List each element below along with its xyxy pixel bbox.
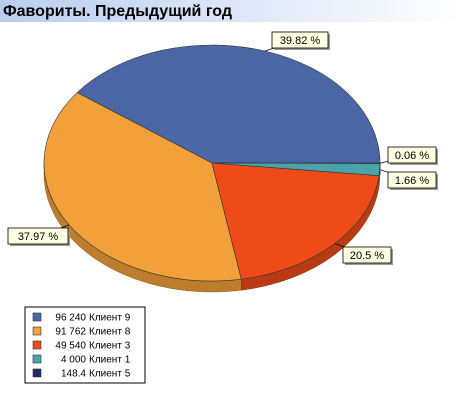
legend-value: 96 240 — [55, 313, 86, 324]
percent-label: 39.82 % — [280, 35, 321, 47]
percent-label: 37.97 % — [18, 231, 59, 243]
percent-label: 0.06 % — [395, 150, 429, 162]
percent-label: 1.66 % — [395, 175, 429, 187]
legend-swatch — [33, 341, 41, 349]
legend-value: 148.4 — [61, 369, 86, 380]
legend-label: Клиент 3 — [89, 341, 131, 352]
legend-value: 91 762 — [55, 327, 86, 338]
legend-label: Клиент 9 — [89, 313, 131, 324]
legend-value: 4 000 — [61, 355, 86, 366]
chart-title: Фавориты. Предыдущий год — [3, 3, 232, 20]
legend-label: Клиент 1 — [89, 355, 131, 366]
legend-label: Клиент 8 — [89, 327, 131, 338]
percent-label: 20.5 % — [350, 250, 384, 262]
legend-swatch — [33, 327, 41, 335]
legend-label: Клиент 5 — [89, 369, 131, 380]
legend-swatch — [33, 369, 41, 377]
legend-swatch — [33, 313, 41, 321]
legend-swatch — [33, 355, 41, 363]
legend-value: 49 540 — [55, 341, 86, 352]
